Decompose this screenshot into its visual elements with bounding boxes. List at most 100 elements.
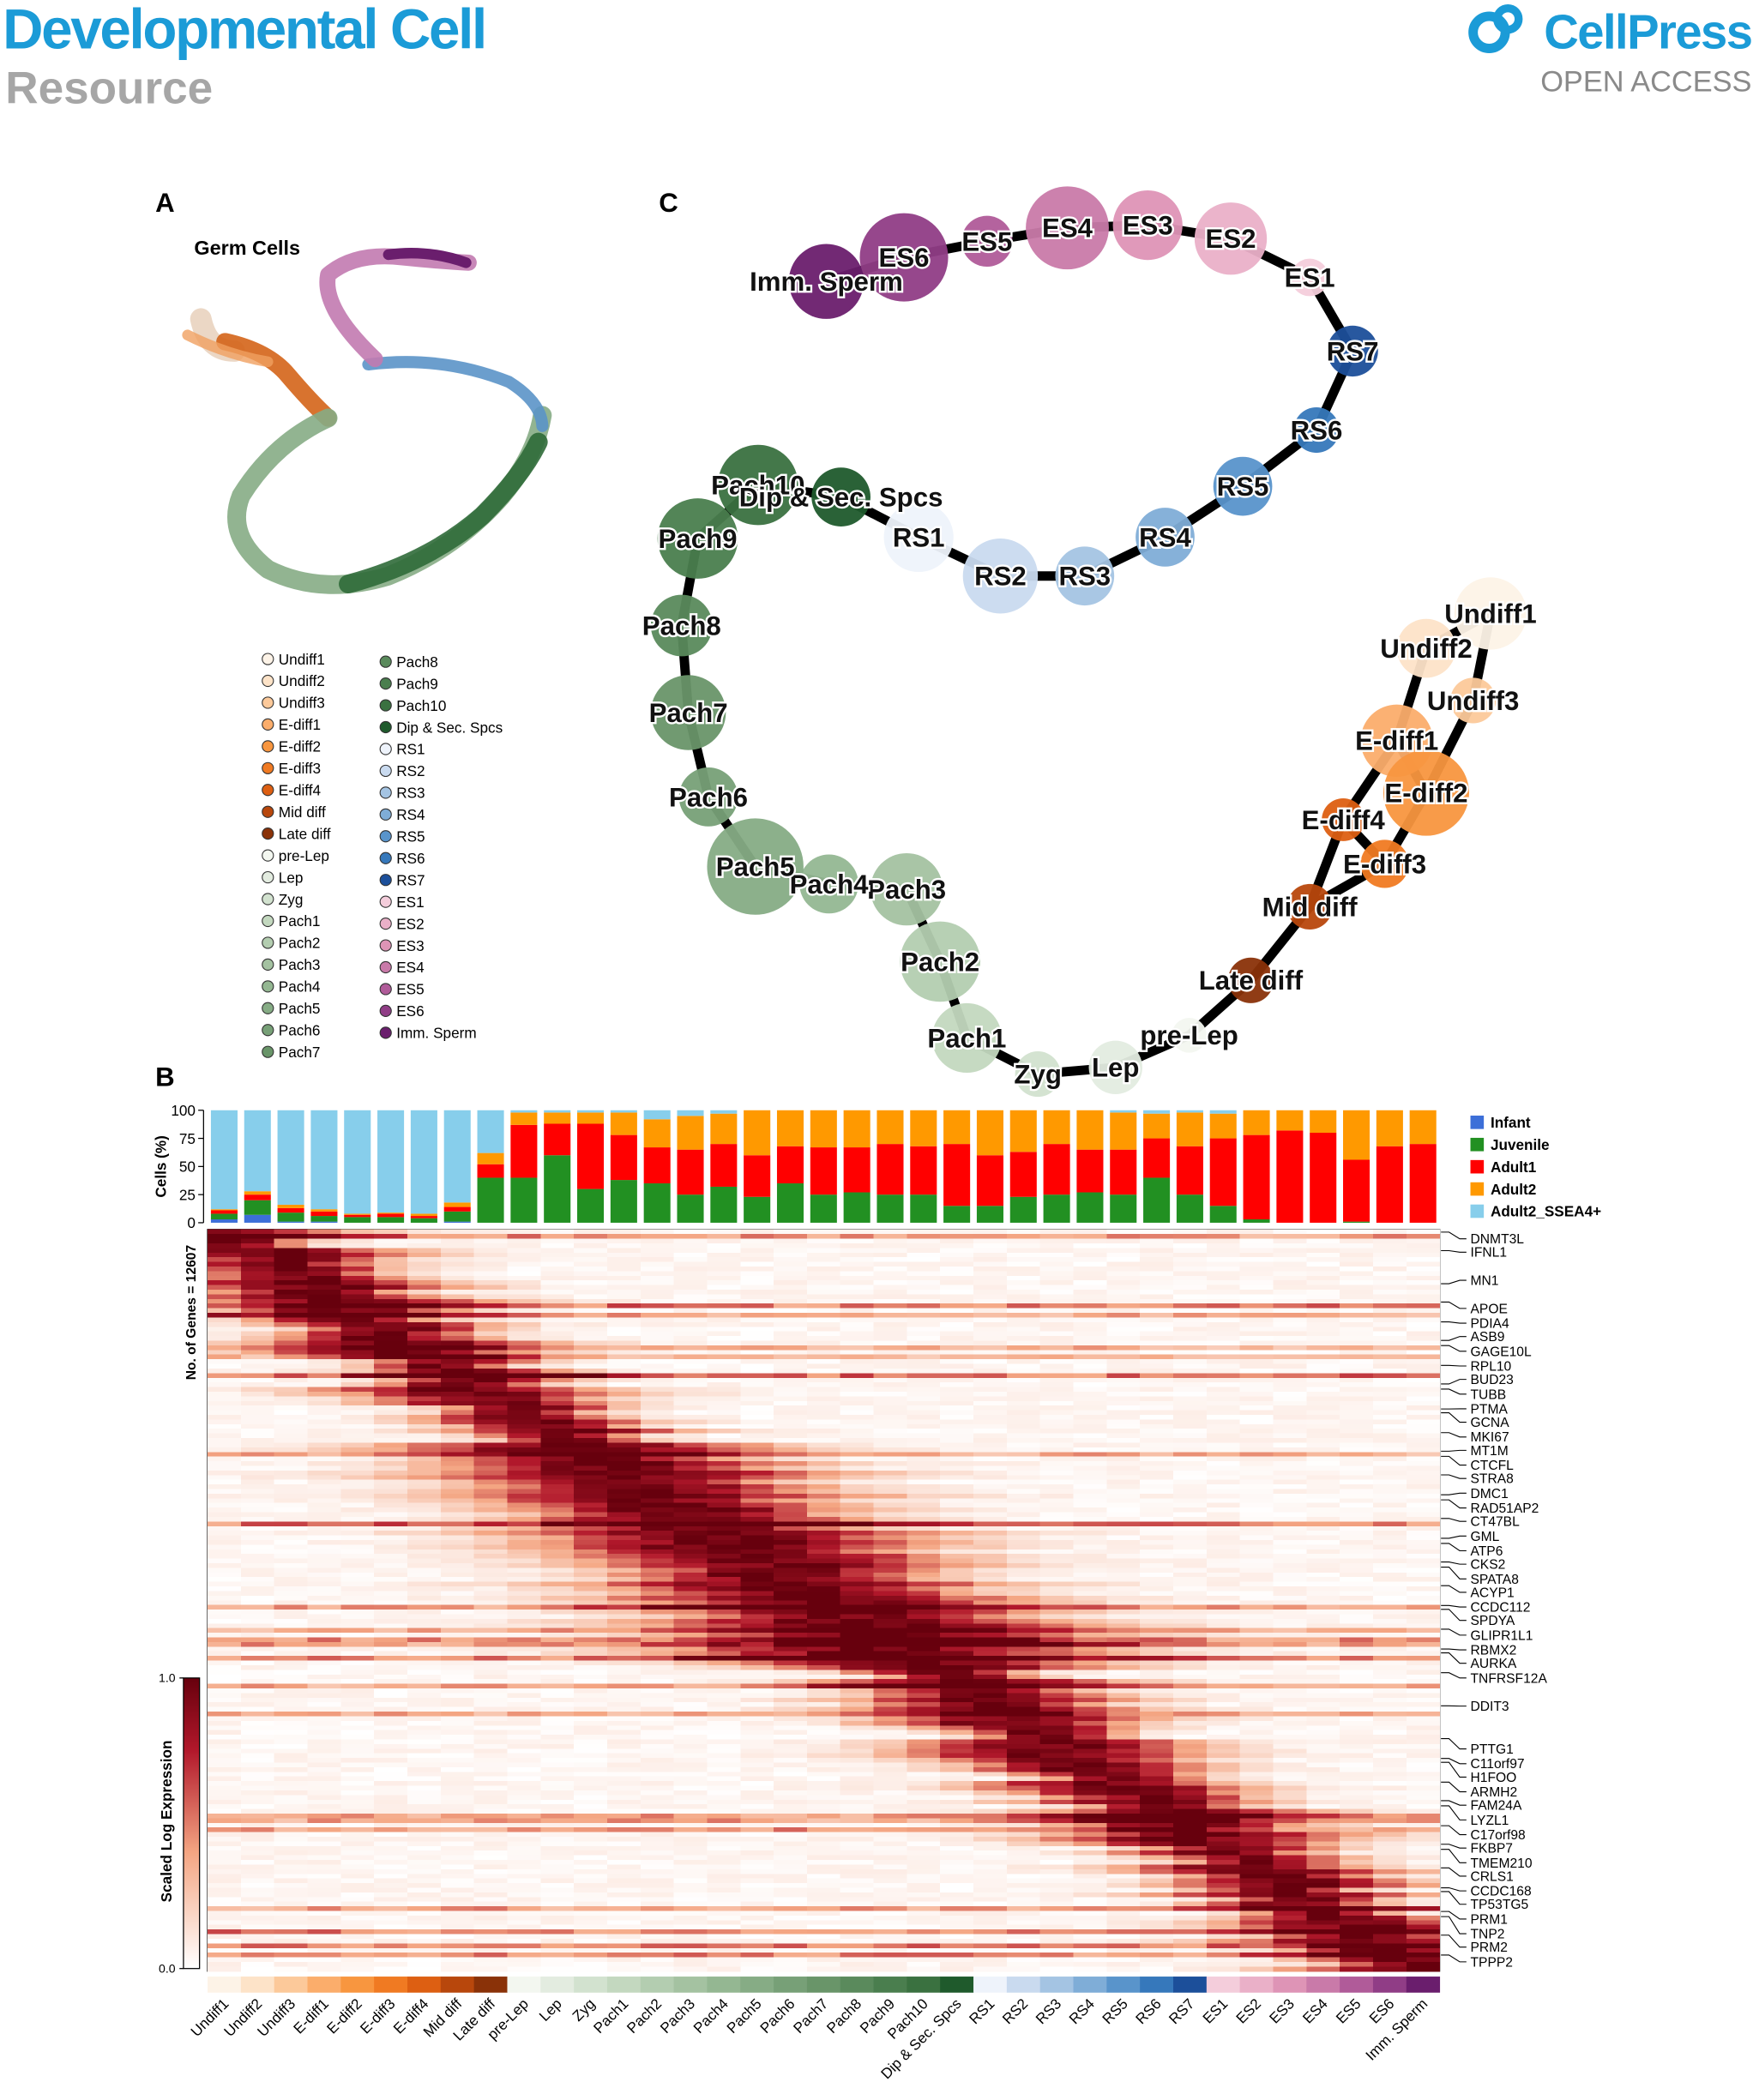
heatmap-cell: [873, 1614, 908, 1620]
heatmap-cell: [1273, 1271, 1307, 1277]
heatmap-cell: [1206, 1521, 1241, 1527]
heatmap-cell: [873, 1790, 908, 1796]
heatmap-cell: [740, 1623, 774, 1629]
heatmap-cell: [440, 1600, 475, 1606]
heatmap-cell: [1273, 1549, 1307, 1555]
heatmap-cell: [1372, 1804, 1407, 1810]
heatmap-cell: [473, 1465, 509, 1471]
heatmap-cell: [440, 1405, 475, 1411]
heatmap-cell: [1372, 1405, 1407, 1411]
heatmap-cell: [340, 1702, 375, 1708]
heatmap-cell: [507, 1271, 541, 1277]
heatmap-cell: [1306, 1674, 1340, 1680]
heatmap-cell: [1306, 1837, 1340, 1843]
heatmap-cell: [1273, 1359, 1307, 1365]
heatmap-cell: [1239, 1725, 1274, 1731]
heatmap-cell: [1106, 1294, 1141, 1300]
heatmap-cell: [840, 1772, 875, 1778]
heatmap-cell: [274, 1423, 309, 1429]
heatmap-cell: [1372, 1776, 1407, 1782]
heatmap-cell: [1039, 1544, 1075, 1550]
heatmap-cell: [240, 1363, 275, 1369]
heatmap-cell: [740, 1257, 774, 1263]
heatmap-cell: [774, 1248, 808, 1254]
heatmap-cell: [540, 1813, 575, 1820]
heatmap-cell: [640, 1535, 675, 1541]
heatmap-cell: [1140, 1610, 1174, 1616]
heatmap-cell: [1340, 1290, 1374, 1296]
heatmap-cell: [840, 1354, 875, 1360]
heatmap-cell: [540, 1720, 575, 1726]
heatmap-cell: [1340, 1674, 1374, 1680]
heatmap-cell: [340, 1577, 375, 1583]
heatmap-cell: [340, 1373, 375, 1379]
heatmap-cell: [240, 1475, 275, 1481]
heatmap-cell: [973, 1539, 1008, 1546]
heatmap-cell: [407, 1832, 442, 1838]
heatmap-cell: [740, 1266, 774, 1273]
heatmap-cell: [907, 1489, 941, 1495]
heatmap-cell: [740, 1586, 774, 1592]
heatmap-cell: [1306, 1336, 1340, 1342]
heatmap-cell: [907, 1298, 941, 1304]
heatmap-cell: [707, 1447, 741, 1453]
heatmap-cell: [1239, 1266, 1274, 1273]
heatmap-cell: [973, 1637, 1008, 1643]
heatmap-cell: [873, 1762, 908, 1768]
heatmap-cell: [574, 1433, 608, 1439]
heatmap-cell: [1306, 1730, 1340, 1736]
heatmap-cell: [574, 1447, 608, 1453]
heatmap-cell: [1273, 1438, 1307, 1444]
heatmap-cell: [374, 1614, 408, 1620]
heatmap-cell: [774, 1327, 808, 1333]
heatmap-cell: [940, 1502, 974, 1508]
heatmap-cell: [540, 1845, 575, 1851]
heatmap-cell: [907, 1832, 941, 1838]
heatmap-cell: [907, 1368, 941, 1374]
heatmap-cell: [1073, 1423, 1107, 1429]
heatmap-cell: [473, 1656, 509, 1662]
heatmap-cell: [1206, 1664, 1241, 1671]
heatmap-cell: [1039, 1600, 1075, 1606]
heatmap-cell: [707, 1470, 741, 1476]
heatmap-cell: [1006, 1456, 1041, 1462]
heatmap-cell: [1206, 1572, 1241, 1578]
heatmap-cell: [1073, 1298, 1107, 1304]
heatmap-cell: [1172, 1604, 1208, 1610]
heatmap-cell: [640, 1331, 675, 1337]
heatmap-cell: [840, 1238, 875, 1244]
heatmap-cell: [307, 1604, 341, 1610]
heatmap-cell: [774, 1758, 808, 1764]
heatmap-cell: [740, 1447, 774, 1453]
heatmap-cell: [1073, 1837, 1107, 1843]
heatmap-cell: [374, 1493, 408, 1499]
heatmap-cell: [973, 1317, 1008, 1323]
heatmap-cell: [873, 1465, 908, 1471]
heatmap-cell: [606, 1841, 642, 1847]
heatmap-cell: [208, 1712, 242, 1718]
heatmap-cell: [606, 1238, 642, 1244]
heatmap-cell: [1073, 1628, 1107, 1634]
heatmap-cell: [574, 1679, 608, 1685]
heatmap-cell: [507, 1646, 541, 1652]
heatmap-cell: [1239, 1706, 1274, 1712]
heatmap-cell: [606, 1447, 642, 1453]
heatmap-cell: [640, 1591, 675, 1597]
heatmap-cell: [1340, 1804, 1374, 1810]
heatmap-cell: [940, 1373, 974, 1379]
heatmap-cell: [1306, 1377, 1340, 1383]
heatmap-cell: [640, 1781, 675, 1787]
heatmap-cell: [806, 1493, 841, 1499]
heatmap-cell: [940, 1493, 974, 1499]
heatmap-cell: [473, 1415, 509, 1421]
heatmap-cell: [507, 1419, 541, 1425]
heatmap-cell: [707, 1712, 741, 1718]
heatmap-cell: [208, 1586, 242, 1592]
heatmap-cell: [274, 1743, 309, 1749]
heatmap-cell: [640, 1303, 675, 1309]
heatmap-cell: [240, 1679, 275, 1685]
heatmap-cell: [907, 1591, 941, 1597]
heatmap-cell: [507, 1405, 541, 1411]
heatmap-cell: [707, 1641, 741, 1647]
heatmap-cell: [940, 1772, 974, 1778]
